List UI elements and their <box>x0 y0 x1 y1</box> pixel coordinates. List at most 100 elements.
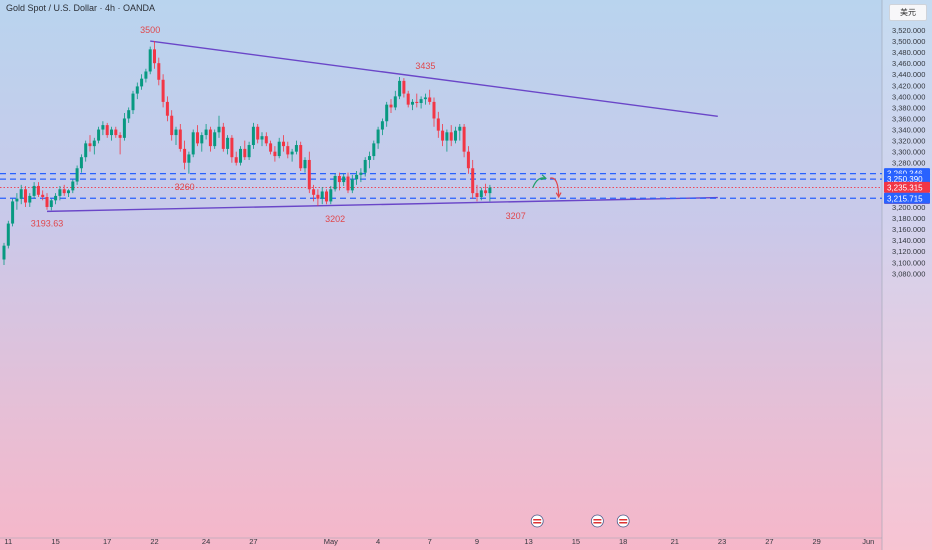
candle-body[interactable] <box>58 189 62 196</box>
candle-body[interactable] <box>445 132 449 141</box>
candle-body[interactable] <box>217 126 221 133</box>
candle-body[interactable] <box>234 157 238 163</box>
candle-body[interactable] <box>67 190 70 194</box>
candle-body[interactable] <box>337 175 341 183</box>
candle-body[interactable] <box>286 146 290 155</box>
candle-body[interactable] <box>402 80 406 94</box>
trendline-upper[interactable] <box>150 40 718 117</box>
candle-body[interactable] <box>41 194 45 198</box>
candle-body[interactable] <box>174 129 178 136</box>
candle-body[interactable] <box>307 159 311 190</box>
candle-body[interactable] <box>479 190 483 198</box>
candle-body[interactable] <box>15 198 19 202</box>
candle-body[interactable] <box>454 130 457 141</box>
us-flag-event-icon[interactable] <box>616 514 630 528</box>
candle-body[interactable] <box>325 191 328 202</box>
price-badge[interactable] <box>884 192 930 204</box>
candle-body[interactable] <box>428 97 432 102</box>
candle-body[interactable] <box>462 126 466 152</box>
candle-body[interactable] <box>432 101 436 119</box>
candle-body[interactable] <box>303 159 307 169</box>
candle-body[interactable] <box>471 168 475 194</box>
candle-body[interactable] <box>140 78 144 87</box>
candle-body[interactable] <box>191 132 195 155</box>
candle-body[interactable] <box>161 79 165 102</box>
candle-body[interactable] <box>170 115 174 136</box>
candle-body[interactable] <box>466 151 470 169</box>
candle-body[interactable] <box>264 136 268 144</box>
candle-body[interactable] <box>342 176 346 183</box>
candle-body[interactable] <box>92 140 96 147</box>
candle-body[interactable] <box>411 101 414 105</box>
candle-body[interactable] <box>200 135 204 144</box>
candle-body[interactable] <box>247 145 251 158</box>
candle-body[interactable] <box>449 132 453 141</box>
candle-body[interactable] <box>187 154 191 163</box>
candle-body[interactable] <box>355 174 359 180</box>
candle-body[interactable] <box>114 129 118 136</box>
candle-body[interactable] <box>398 80 402 97</box>
candle-body[interactable] <box>97 129 101 141</box>
candle-body[interactable] <box>484 190 488 194</box>
candle-body[interactable] <box>368 156 371 160</box>
candle-body[interactable] <box>54 195 58 201</box>
candle-body[interactable] <box>294 145 298 152</box>
candle-body[interactable] <box>79 157 83 169</box>
candle-body[interactable] <box>346 176 350 191</box>
candle-body[interactable] <box>101 125 105 130</box>
candle-body[interactable] <box>84 143 88 158</box>
candle-body[interactable] <box>359 172 363 175</box>
us-flag-event-icon[interactable] <box>591 514 604 528</box>
candle-body[interactable] <box>105 125 109 136</box>
candle-body[interactable] <box>380 121 384 130</box>
candle-body[interactable] <box>6 223 10 246</box>
candle-body[interactable] <box>2 245 6 260</box>
candle-body[interactable] <box>290 151 294 155</box>
candle-body[interactable] <box>28 195 32 203</box>
candle-body[interactable] <box>376 129 380 144</box>
candle-body[interactable] <box>277 141 281 157</box>
candle-body[interactable] <box>178 129 182 149</box>
candle-body[interactable] <box>441 130 445 141</box>
candle-body[interactable] <box>135 86 139 94</box>
candle-body[interactable] <box>423 97 427 100</box>
candle-body[interactable] <box>11 201 15 224</box>
candle-body[interactable] <box>208 129 212 147</box>
trendline-lower[interactable] <box>46 196 718 213</box>
candle-body[interactable] <box>157 63 161 80</box>
candle-body[interactable] <box>256 126 260 140</box>
price-badge[interactable] <box>884 181 930 193</box>
candle-body[interactable] <box>415 101 419 103</box>
candle-body[interactable] <box>385 104 389 122</box>
candle-body[interactable] <box>458 126 462 131</box>
candle-body[interactable] <box>273 151 277 157</box>
candle-body[interactable] <box>251 126 255 146</box>
candle-body[interactable] <box>406 93 410 105</box>
candle-body[interactable] <box>230 137 234 158</box>
candle-body[interactable] <box>329 189 333 202</box>
candle-body[interactable] <box>350 179 354 191</box>
candle-body[interactable] <box>196 132 199 144</box>
candle-body[interactable] <box>488 187 492 194</box>
candle-body[interactable] <box>88 143 92 147</box>
candle-body[interactable] <box>118 135 122 138</box>
currency-button[interactable]: 美元 <box>889 4 927 21</box>
candle-body[interactable] <box>24 189 27 203</box>
candle-body[interactable] <box>183 148 187 163</box>
candle-body[interactable] <box>436 118 440 131</box>
candle-body[interactable] <box>243 148 247 158</box>
candle-body[interactable] <box>299 145 303 169</box>
candle-body[interactable] <box>127 110 131 119</box>
candle-body[interactable] <box>19 189 23 199</box>
candle-body[interactable] <box>372 143 376 157</box>
candle-body[interactable] <box>363 159 367 173</box>
candle-body[interactable] <box>213 132 217 147</box>
candle-body[interactable] <box>389 104 393 108</box>
candle-body[interactable] <box>131 93 135 111</box>
candle-body[interactable] <box>316 194 320 199</box>
candle-body[interactable] <box>282 141 285 147</box>
candle-body[interactable] <box>110 129 113 136</box>
candle-body[interactable] <box>239 148 242 163</box>
